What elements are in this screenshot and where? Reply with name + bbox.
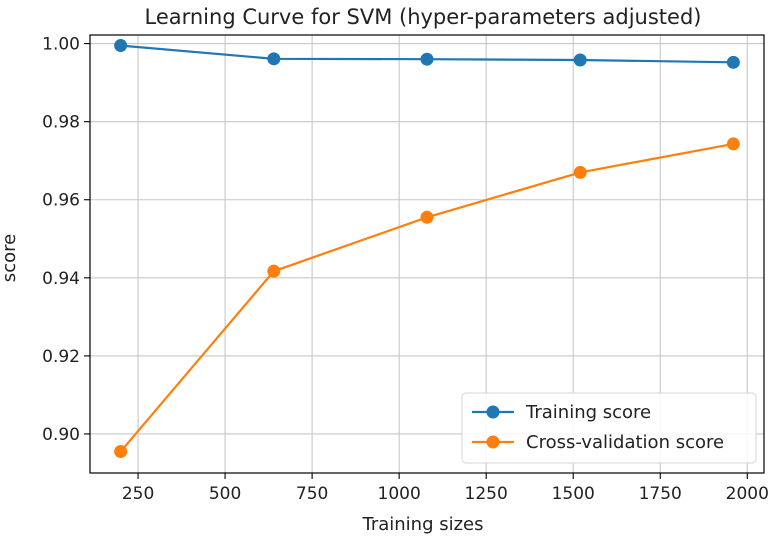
grid-lines [90, 35, 764, 473]
cross-validation-score-point [573, 165, 587, 179]
x-tick-label: 1000 [378, 484, 421, 504]
y-tick-label: 0.96 [42, 191, 80, 211]
training-score-point [573, 53, 587, 67]
training-score-point [420, 52, 434, 66]
training-score-legend-marker [486, 405, 500, 419]
y-tick-label: 0.98 [42, 113, 80, 133]
cross-validation-score-point [267, 264, 281, 278]
x-tick-label: 250 [122, 484, 154, 504]
cross-validation-score-legend-marker [486, 435, 500, 449]
legend: Training score Cross-validation score [461, 392, 757, 464]
y-tick-label: 0.92 [42, 347, 80, 367]
y-axis-label: score [0, 234, 20, 282]
y-tick-label: 0.90 [42, 425, 80, 445]
y-tick-label: 0.94 [42, 269, 80, 289]
cross-validation-score-point [726, 137, 740, 151]
x-axis-label: Training sizes [361, 514, 483, 535]
training-score-point [726, 55, 740, 69]
cross-validation-score-point [420, 210, 434, 224]
training-score-point [267, 52, 281, 66]
training-score-legend-label: Training score [525, 402, 651, 423]
x-tick-label: 2000 [726, 484, 769, 504]
y-axis-ticks: 0.90 0.92 0.94 0.96 0.98 1.00 [42, 35, 90, 445]
x-tick-label: 1500 [552, 484, 595, 504]
training-score-point [114, 39, 128, 53]
legend-box [461, 392, 757, 464]
cross-validation-score-point [114, 445, 128, 459]
x-tick-label: 1250 [465, 484, 508, 504]
x-tick-label: 1750 [639, 484, 682, 504]
x-axis-ticks: 250 500 750 1000 1250 1500 1750 2000 [122, 473, 769, 504]
y-tick-label: 1.00 [42, 35, 80, 55]
cross-validation-score-legend-label: Cross-validation score [526, 432, 724, 453]
series-layer [114, 39, 740, 459]
chart-title: Learning Curve for SVM (hyper-parameters… [144, 5, 701, 29]
x-tick-label: 500 [209, 484, 241, 504]
plot-area-frame [89, 34, 765, 474]
x-tick-label: 750 [296, 484, 328, 504]
